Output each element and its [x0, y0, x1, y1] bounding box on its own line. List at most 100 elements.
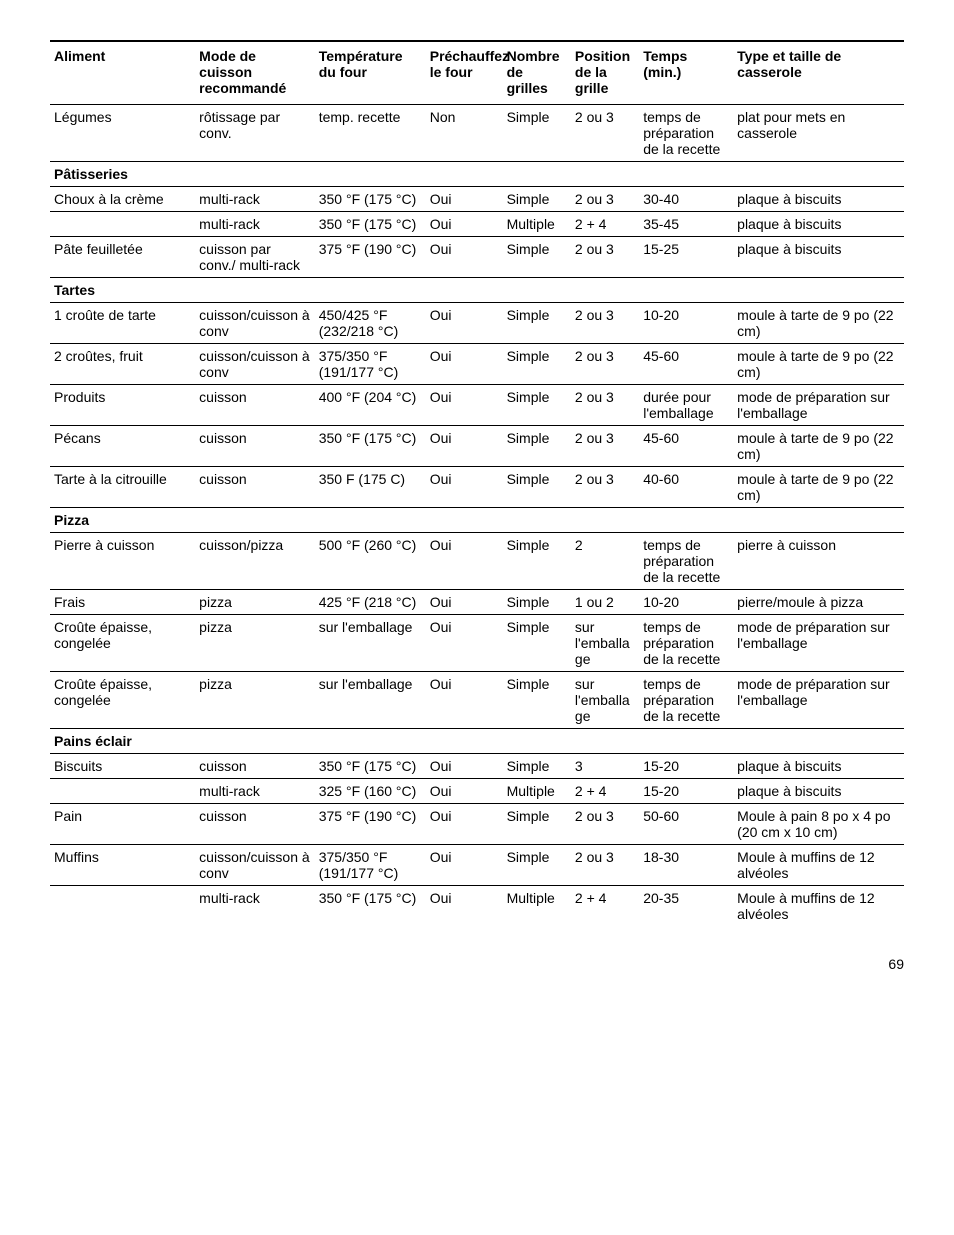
section-header: Pâtisseries [50, 162, 904, 187]
table-cell: 375 °F (190 °C) [315, 804, 426, 845]
table-cell [50, 212, 195, 237]
table-cell: pierre/moule à pizza [733, 590, 904, 615]
table-cell: Oui [426, 467, 503, 508]
table-cell: Muffins [50, 845, 195, 886]
table-cell: Produits [50, 385, 195, 426]
col-header: Préchauffez le four [426, 41, 503, 105]
table-cell: 2 ou 3 [571, 385, 639, 426]
table-cell: 50-60 [639, 804, 733, 845]
table-row: multi-rack325 °F (160 °C)OuiMultiple2 + … [50, 779, 904, 804]
table-cell: cuisson/cuisson à conv [195, 344, 315, 385]
page-number: 69 [50, 956, 904, 972]
table-cell: mode de préparation sur l'emballage [733, 385, 904, 426]
table-row: Croûte épaisse, congeléepizzasur l'embal… [50, 672, 904, 729]
table-cell: plat pour mets en casserole [733, 105, 904, 162]
table-cell: Oui [426, 845, 503, 886]
table-cell: 15-20 [639, 754, 733, 779]
table-cell: 375/350 °F (191/177 °C) [315, 344, 426, 385]
table-cell: multi-rack [195, 779, 315, 804]
table-cell: Simple [503, 344, 571, 385]
table-cell: Moule à pain 8 po x 4 po (20 cm x 10 cm) [733, 804, 904, 845]
table-cell: Croûte épaisse, congelée [50, 672, 195, 729]
table-cell: Simple [503, 385, 571, 426]
table-cell: Simple [503, 187, 571, 212]
table-cell: Oui [426, 672, 503, 729]
table-cell: Oui [426, 779, 503, 804]
table-cell: pizza [195, 672, 315, 729]
table-cell: 350 °F (175 °C) [315, 212, 426, 237]
table-cell: 15-20 [639, 779, 733, 804]
table-row: Choux à la crèmemulti-rack350 °F (175 °C… [50, 187, 904, 212]
table-cell: Oui [426, 533, 503, 590]
table-cell: 400 °F (204 °C) [315, 385, 426, 426]
table-cell: multi-rack [195, 212, 315, 237]
table-cell: Simple [503, 754, 571, 779]
table-cell: Oui [426, 212, 503, 237]
table-cell: Tarte à la citrouille [50, 467, 195, 508]
cooking-guide-table: Aliment Mode de cuisson recommandé Tempé… [50, 40, 904, 926]
table-cell: Non [426, 105, 503, 162]
table-cell: cuisson [195, 754, 315, 779]
table-cell: plaque à biscuits [733, 754, 904, 779]
table-cell: Oui [426, 426, 503, 467]
table-cell: pizza [195, 590, 315, 615]
table-cell: moule à tarte de 9 po (22 cm) [733, 467, 904, 508]
table-cell [50, 779, 195, 804]
table-cell: 40-60 [639, 467, 733, 508]
table-cell: Simple [503, 105, 571, 162]
table-cell: Légumes [50, 105, 195, 162]
table-cell: rôtissage par conv. [195, 105, 315, 162]
table-cell: mode de préparation sur l'emballage [733, 615, 904, 672]
table-cell: 18-30 [639, 845, 733, 886]
table-cell: temp. recette [315, 105, 426, 162]
table-cell: Moule à muffins de 12 alvéoles [733, 886, 904, 927]
table-row: 1 croûte de tartecuisson/cuisson à conv4… [50, 303, 904, 344]
table-cell: 2 + 4 [571, 779, 639, 804]
col-header: Position de la grille [571, 41, 639, 105]
table-row: Pierre à cuissoncuisson/pizza500 °F (260… [50, 533, 904, 590]
table-cell: Frais [50, 590, 195, 615]
table-row: multi-rack350 °F (175 °C)OuiMultiple2 + … [50, 886, 904, 927]
table-cell: cuisson/pizza [195, 533, 315, 590]
table-cell: 2 ou 3 [571, 426, 639, 467]
table-cell: 500 °F (260 °C) [315, 533, 426, 590]
table-cell: 325 °F (160 °C) [315, 779, 426, 804]
table-cell: 2 + 4 [571, 212, 639, 237]
table-cell: Oui [426, 303, 503, 344]
table-cell: plaque à biscuits [733, 187, 904, 212]
table-body: Légumesrôtissage par conv.temp. recetteN… [50, 105, 904, 927]
table-row: Pâte feuilletéecuisson par conv./ multi-… [50, 237, 904, 278]
table-cell: multi-rack [195, 187, 315, 212]
table-row: multi-rack350 °F (175 °C)OuiMultiple2 + … [50, 212, 904, 237]
col-header: Température du four [315, 41, 426, 105]
table-row: 2 croûtes, fruitcuisson/cuisson à conv37… [50, 344, 904, 385]
table-cell: 375 °F (190 °C) [315, 237, 426, 278]
table-cell: plaque à biscuits [733, 212, 904, 237]
table-cell: moule à tarte de 9 po (22 cm) [733, 303, 904, 344]
table-cell: 2 ou 3 [571, 804, 639, 845]
table-cell: 450/425 °F (232/218 °C) [315, 303, 426, 344]
table-cell: Simple [503, 533, 571, 590]
table-cell: Simple [503, 615, 571, 672]
table-row: Muffinscuisson/cuisson à conv375/350 °F … [50, 845, 904, 886]
table-cell: 45-60 [639, 426, 733, 467]
table-cell: sur l'emballage [571, 615, 639, 672]
table-cell: Simple [503, 590, 571, 615]
table-cell: 2 ou 3 [571, 303, 639, 344]
table-cell: 350 °F (175 °C) [315, 886, 426, 927]
table-cell: 350 °F (175 °C) [315, 187, 426, 212]
table-cell: moule à tarte de 9 po (22 cm) [733, 344, 904, 385]
table-cell: 10-20 [639, 590, 733, 615]
table-cell: 2 ou 3 [571, 344, 639, 385]
table-row: Fraispizza425 °F (218 °C)OuiSimple1 ou 2… [50, 590, 904, 615]
table-cell: Croûte épaisse, congelée [50, 615, 195, 672]
table-cell: Simple [503, 672, 571, 729]
table-cell: temps de préparation de la recette [639, 533, 733, 590]
col-header: Mode de cuisson recommandé [195, 41, 315, 105]
col-header: Aliment [50, 41, 195, 105]
table-cell: 10-20 [639, 303, 733, 344]
table-cell: Simple [503, 804, 571, 845]
table-cell: temps de préparation de la recette [639, 105, 733, 162]
table-cell: sur l'emballage [315, 672, 426, 729]
table-cell: sur l'emballage [315, 615, 426, 672]
